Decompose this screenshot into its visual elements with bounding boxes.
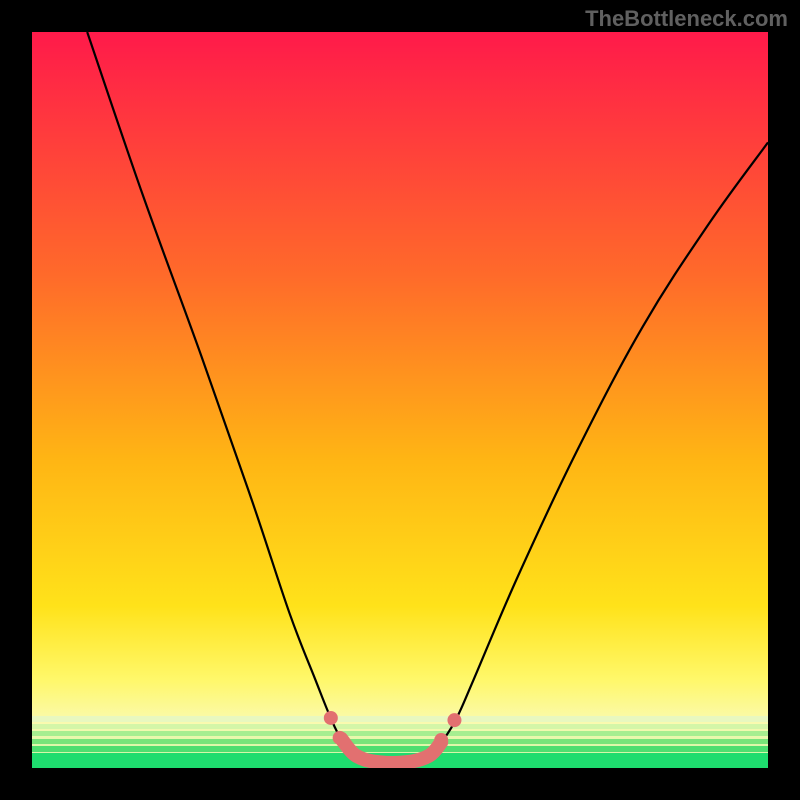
highlight-dot <box>333 731 347 745</box>
watermark-text: TheBottleneck.com <box>585 6 788 32</box>
plot-area <box>32 32 768 768</box>
highlight-bar <box>341 739 441 763</box>
highlight-dot <box>447 713 461 727</box>
chart-frame: TheBottleneck.com <box>0 0 800 800</box>
highlight-dot <box>324 711 338 725</box>
curve-layer <box>32 32 768 768</box>
bottleneck-curve <box>87 32 768 762</box>
highlight-dot <box>434 733 448 747</box>
